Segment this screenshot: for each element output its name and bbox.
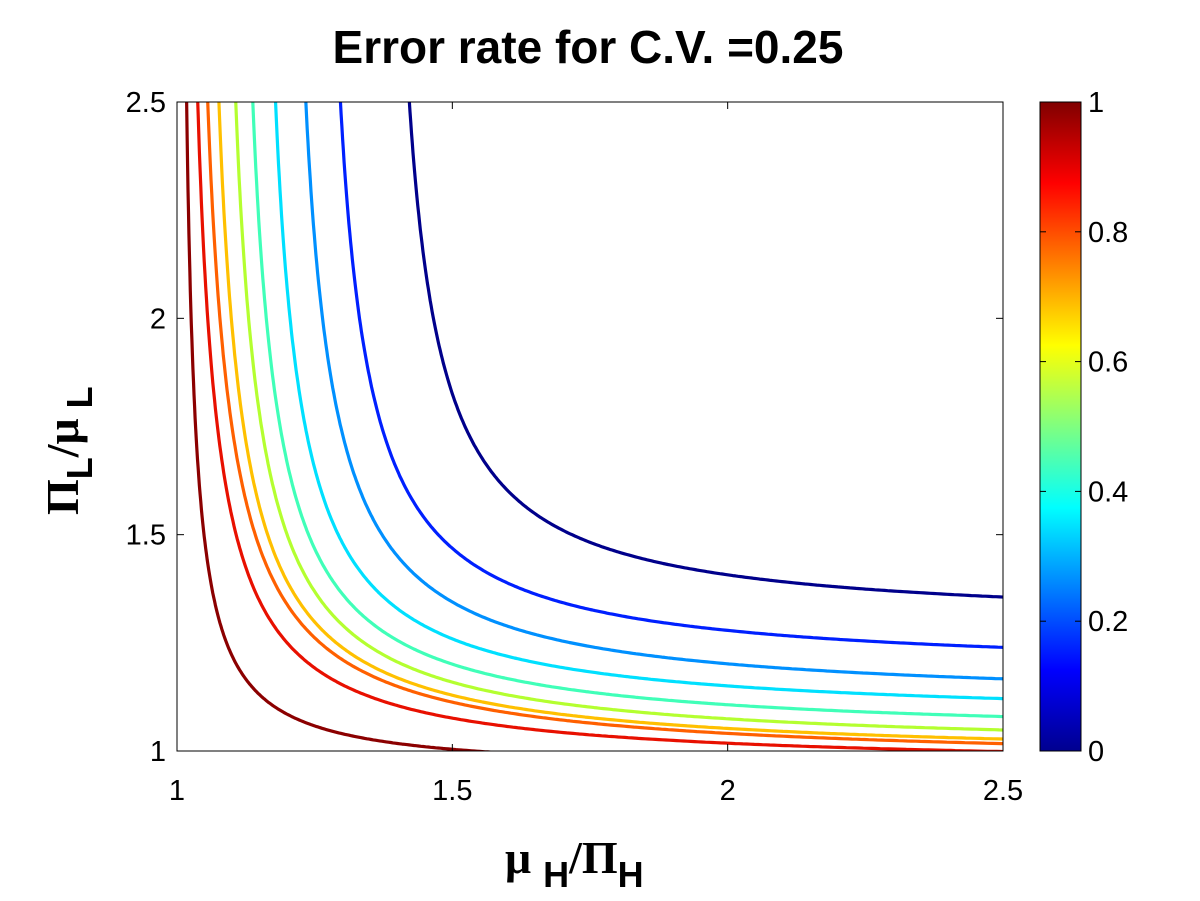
y-tick-label-2: 2 [150,303,166,335]
colorbar-tick-label-5: 1 [1088,87,1104,119]
chart-title: Error rate for C.V. =0.25 [333,21,844,73]
x-tick-label-3: 2.5 [983,775,1023,807]
contour-line-8 [338,102,1003,649]
colorbar-frame [1039,101,1082,752]
x-tick-label-1: 1.5 [432,775,472,807]
contour-line-7 [304,102,1003,681]
contour-line-4 [234,102,1003,732]
x-axis-ticks: 1 1.5 2 2.5 [169,102,1023,807]
contour-line-9 [407,102,1003,599]
contour-line-1 [196,102,1003,751]
plot-frame [176,101,1004,752]
x-tick-label-2: 2 [720,775,736,807]
y-axis-ticks: 1 1.5 2 2.5 [126,87,1003,768]
contour-line-3 [217,102,1003,741]
y-tick-label-1: 1.5 [126,520,166,552]
x-axis-label: μ H/ΠH [505,832,644,895]
contour-line-5 [251,102,1003,719]
colorbar [1040,102,1081,751]
contour-line-0 [185,102,499,751]
colorbar-tick-label-2: 0.4 [1088,476,1128,508]
y-axis-label: ΠL/μL [37,386,100,515]
colorbar-tick-label-1: 0.2 [1088,606,1128,638]
colorbar-ticks: 0 0.2 0.4 0.6 0.8 1 [1040,87,1128,768]
contour-line-6 [273,102,1003,701]
contour-lines [185,102,1003,751]
contour-line-2 [206,102,1003,746]
colorbar-tick-label-3: 0.6 [1088,347,1128,379]
y-tick-label-0: 1 [150,736,166,768]
x-tick-label-0: 1 [169,775,185,807]
colorbar-tick-label-4: 0.8 [1088,217,1128,249]
colorbar-tick-label-0: 0 [1088,736,1104,768]
y-tick-label-3: 2.5 [126,87,166,119]
